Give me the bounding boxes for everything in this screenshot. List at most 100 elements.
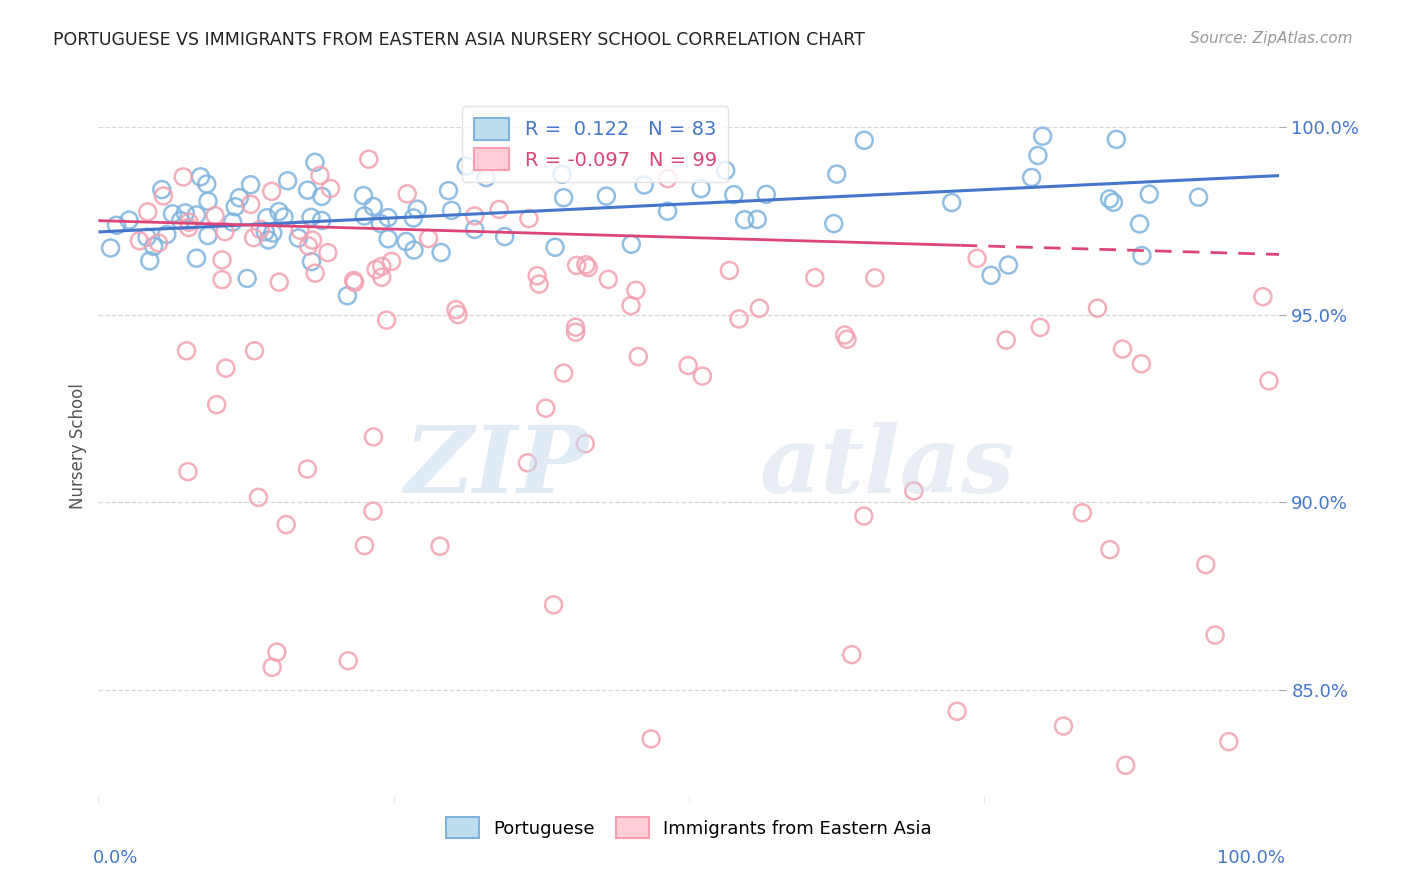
Point — [627, 350, 650, 364]
Point — [266, 645, 288, 659]
Point — [176, 343, 198, 358]
Point — [287, 231, 309, 245]
Point — [714, 163, 737, 178]
Point — [195, 177, 218, 191]
Point — [273, 210, 295, 224]
Point — [177, 220, 200, 235]
Point — [595, 189, 617, 203]
Point — [430, 245, 453, 260]
Point — [488, 202, 510, 217]
Point — [444, 302, 467, 317]
Point — [364, 262, 387, 277]
Point — [152, 189, 174, 203]
Point — [1218, 734, 1240, 748]
Point — [249, 222, 271, 236]
Point — [197, 194, 219, 209]
Point — [1187, 190, 1209, 204]
Point — [311, 213, 333, 227]
Point — [343, 273, 366, 287]
Point — [288, 223, 311, 237]
Point — [211, 252, 233, 267]
Point — [1115, 758, 1137, 772]
Point — [177, 465, 200, 479]
Point — [299, 211, 322, 225]
Point — [136, 230, 159, 244]
Point — [377, 211, 399, 225]
Point — [260, 185, 283, 199]
Point — [565, 259, 588, 273]
Point — [118, 213, 141, 227]
Point — [156, 227, 179, 242]
Point — [100, 241, 122, 255]
Point — [575, 258, 598, 272]
Text: PORTUGUESE VS IMMIGRANTS FROM EASTERN ASIA NURSERY SCHOOL CORRELATION CHART: PORTUGUESE VS IMMIGRANTS FROM EASTERN AS… — [53, 31, 865, 49]
Point — [150, 183, 173, 197]
Point — [395, 235, 418, 249]
Point — [128, 234, 150, 248]
Point — [437, 184, 460, 198]
Point — [1130, 249, 1153, 263]
Point — [1204, 628, 1226, 642]
Point — [257, 233, 280, 247]
Point — [494, 229, 516, 244]
Point — [236, 271, 259, 285]
Y-axis label: Nursery School: Nursery School — [69, 383, 87, 509]
Point — [1102, 195, 1125, 210]
Text: ZIP: ZIP — [405, 423, 589, 512]
Point — [551, 168, 574, 182]
Point — [174, 206, 197, 220]
Point — [1098, 542, 1121, 557]
Point — [256, 211, 278, 225]
Point — [728, 312, 751, 326]
Point — [633, 178, 655, 192]
Point — [640, 731, 662, 746]
Point — [336, 289, 359, 303]
Point — [371, 260, 394, 274]
Point — [657, 204, 679, 219]
Point — [516, 456, 538, 470]
Point — [377, 232, 399, 246]
Point — [526, 268, 548, 283]
Point — [239, 197, 262, 211]
Point — [1130, 357, 1153, 371]
Point — [544, 240, 567, 254]
Point — [564, 320, 586, 334]
Point — [747, 212, 769, 227]
Point — [269, 275, 291, 289]
Point — [262, 226, 284, 240]
Point — [228, 191, 250, 205]
Point — [825, 167, 848, 181]
Point — [997, 258, 1019, 272]
Point — [1258, 374, 1281, 388]
Point — [517, 211, 540, 226]
Point — [380, 254, 402, 268]
Point — [553, 191, 575, 205]
Point — [734, 212, 756, 227]
Point — [804, 270, 827, 285]
Text: atlas: atlas — [759, 423, 1015, 512]
Point — [221, 215, 243, 229]
Point — [1087, 301, 1109, 316]
Point — [718, 263, 741, 277]
Point — [1029, 320, 1052, 334]
Point — [267, 204, 290, 219]
Point — [863, 270, 886, 285]
Point — [357, 152, 380, 166]
Point — [1129, 217, 1152, 231]
Point — [980, 268, 1002, 283]
Point — [177, 215, 200, 229]
Point — [353, 539, 375, 553]
Point — [361, 200, 384, 214]
Point — [211, 273, 233, 287]
Point — [204, 209, 226, 223]
Point — [215, 361, 238, 376]
Point — [276, 517, 298, 532]
Point — [186, 208, 208, 222]
Point — [277, 174, 299, 188]
Point — [823, 217, 845, 231]
Point — [1071, 506, 1094, 520]
Point — [406, 202, 429, 217]
Point — [852, 508, 875, 523]
Point — [353, 188, 375, 202]
Point — [966, 252, 988, 266]
